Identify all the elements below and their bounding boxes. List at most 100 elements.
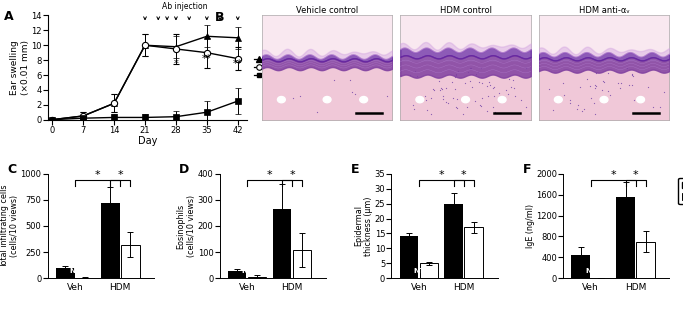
Point <box>507 78 518 83</box>
Point <box>516 97 527 102</box>
Point <box>488 84 499 89</box>
Point <box>493 91 504 96</box>
Point <box>489 94 500 99</box>
Point <box>585 83 596 88</box>
Point <box>426 96 437 101</box>
Point <box>521 66 532 70</box>
Text: *: * <box>611 170 616 180</box>
Point <box>443 101 454 106</box>
Point <box>409 107 420 112</box>
Point <box>477 81 488 86</box>
Point <box>564 100 575 105</box>
Text: *: * <box>438 170 444 180</box>
Point <box>466 66 477 71</box>
Bar <box>248 277 266 278</box>
Point <box>643 84 654 89</box>
Point <box>382 93 393 98</box>
Point <box>654 105 665 110</box>
Point <box>483 94 494 99</box>
Legend: Control, Anti-αv: Control, Anti-αv <box>678 178 683 204</box>
Text: *: * <box>289 170 295 180</box>
Text: NT: NT <box>585 268 596 274</box>
Point <box>602 71 613 76</box>
Point <box>474 79 485 84</box>
Y-axis label: Epidermal
thickness (μm): Epidermal thickness (μm) <box>354 196 373 256</box>
Circle shape <box>555 96 562 103</box>
Point <box>599 79 610 84</box>
Point <box>626 73 637 78</box>
Point <box>433 78 444 83</box>
Text: *: * <box>461 170 466 180</box>
Point <box>471 71 482 76</box>
Point <box>581 76 592 81</box>
Point <box>451 72 462 77</box>
Point <box>429 87 440 92</box>
Point <box>449 86 460 91</box>
Point <box>596 88 607 93</box>
Y-axis label: Total infiltrating cells
(cells/10 views): Total infiltrating cells (cells/10 views… <box>0 184 19 268</box>
Bar <box>400 236 418 278</box>
Point <box>627 83 638 88</box>
Point <box>449 74 460 79</box>
Y-axis label: IgE (ng/ml): IgE (ng/ml) <box>525 204 535 248</box>
Bar <box>273 209 292 278</box>
Point <box>295 94 306 99</box>
Bar <box>227 271 247 278</box>
Text: *: * <box>95 170 100 180</box>
Point <box>458 112 469 117</box>
Point <box>345 77 356 82</box>
Legend: Vehicle control, HDM control, HDM anti-αv: Vehicle control, HDM control, HDM anti-α… <box>254 57 318 79</box>
Point <box>464 79 475 84</box>
Text: NT: NT <box>413 268 424 274</box>
Point <box>485 83 496 87</box>
Point <box>459 81 470 86</box>
Point <box>615 81 626 86</box>
Bar <box>56 268 74 278</box>
Bar <box>637 242 655 278</box>
Title: Vehicle control: Vehicle control <box>296 6 358 15</box>
Point <box>349 91 360 96</box>
Point <box>408 102 419 107</box>
Point <box>575 84 586 89</box>
Text: D: D <box>180 163 190 176</box>
Text: NT: NT <box>70 268 81 274</box>
Bar <box>445 204 463 278</box>
Circle shape <box>416 96 423 103</box>
Point <box>615 85 626 90</box>
Point <box>451 106 462 111</box>
Point <box>475 104 486 109</box>
Title: HDM anti-αᵥ: HDM anti-αᵥ <box>579 6 630 15</box>
Bar <box>572 255 590 278</box>
Point <box>508 85 519 90</box>
Point <box>490 110 501 115</box>
Point <box>420 98 431 103</box>
Point <box>451 104 462 109</box>
Point <box>464 65 475 70</box>
Point <box>628 98 639 103</box>
Text: *: * <box>633 170 639 180</box>
Point <box>288 96 298 101</box>
Bar <box>292 250 311 278</box>
Point <box>613 80 624 85</box>
Circle shape <box>323 96 331 103</box>
Circle shape <box>277 96 285 103</box>
Point <box>447 79 458 84</box>
Point <box>648 104 659 109</box>
Point <box>441 100 451 105</box>
Point <box>412 73 423 78</box>
Point <box>659 89 670 94</box>
Point <box>438 93 449 98</box>
Point <box>623 83 634 88</box>
Circle shape <box>637 96 645 103</box>
Point <box>626 71 637 76</box>
Text: Ab injection: Ab injection <box>162 2 208 11</box>
Circle shape <box>462 96 469 103</box>
Point <box>462 70 473 74</box>
Point <box>605 92 616 97</box>
Point <box>473 70 484 75</box>
Point <box>482 84 492 89</box>
Bar <box>121 245 139 278</box>
Point <box>405 73 416 78</box>
Point <box>547 108 558 112</box>
Point <box>572 103 583 108</box>
